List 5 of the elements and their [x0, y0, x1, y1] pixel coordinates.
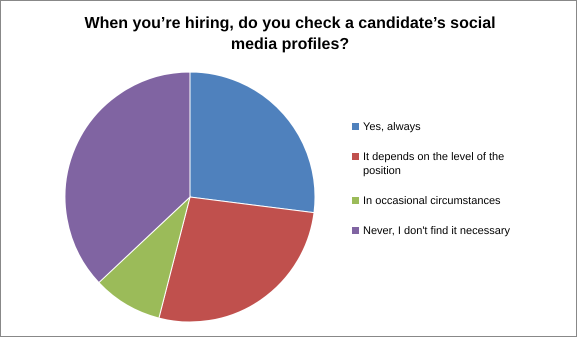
legend-label: In occasional circumstances: [363, 195, 502, 207]
legend-label: It depends on the level of the position: [363, 151, 504, 177]
legend-label: Never, I don't find it necessary: [363, 225, 511, 237]
legend-label: Yes, always: [363, 121, 422, 133]
chart-title: When you’re hiring, do you check a candidate’s social media profiles?: [84, 15, 496, 53]
